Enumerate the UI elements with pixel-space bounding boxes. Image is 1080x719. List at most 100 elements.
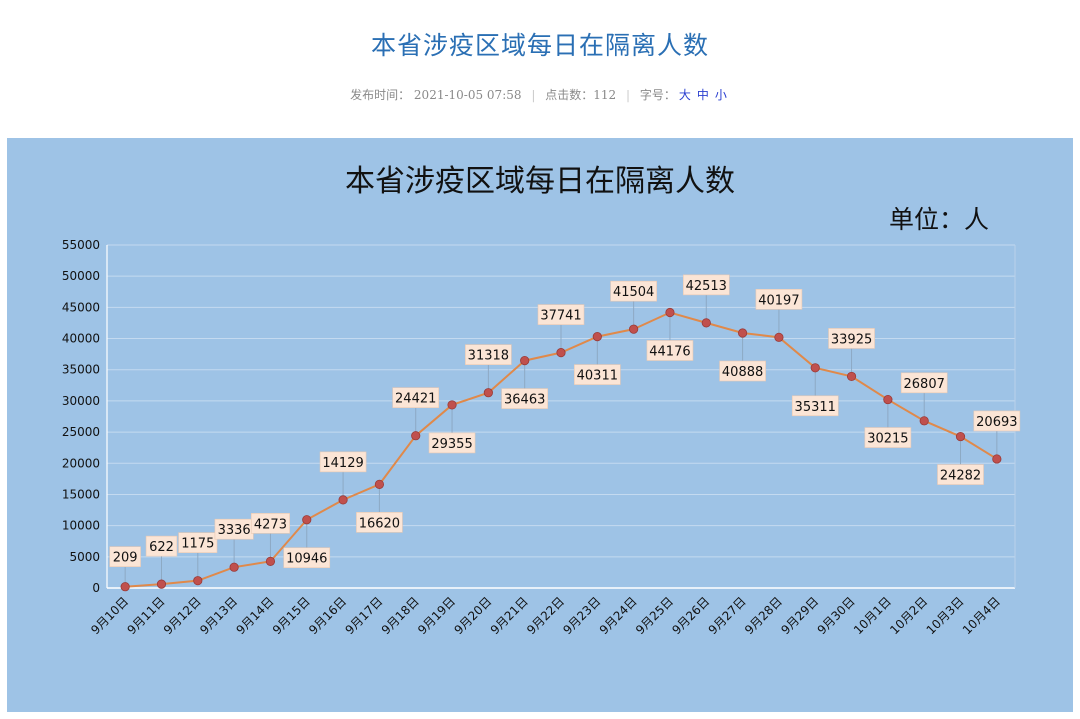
data-label: 24282 [940, 469, 981, 484]
x-tick-label: 9月21日 [488, 594, 531, 637]
x-tick-label: 9月14日 [233, 594, 276, 637]
y-tick-label: 0 [92, 581, 100, 595]
data-label: 40311 [577, 369, 618, 384]
data-label: 1175 [181, 537, 214, 552]
data-point [338, 495, 348, 505]
x-tick-label: 10月2日 [887, 594, 930, 637]
x-tick-label: 9月24日 [597, 594, 640, 637]
x-tick-label: 9月22日 [524, 594, 567, 637]
chart-title: 本省涉疫区域每日在隔离人数 [345, 164, 735, 199]
data-label: 14129 [322, 456, 363, 471]
data-label-box [250, 513, 290, 534]
x-tick-label: 9月27日 [706, 594, 749, 637]
x-tick-label: 9月18日 [379, 594, 422, 637]
data-label-box [392, 387, 440, 409]
y-tick-label: 5000 [69, 550, 100, 564]
data-label-box [465, 344, 512, 365]
data-label: 41504 [613, 285, 654, 300]
data-point [701, 318, 711, 328]
data-label: 3336 [218, 523, 251, 538]
y-tick-label: 50000 [62, 269, 100, 283]
data-label-box [610, 280, 657, 302]
data-label: 40197 [758, 293, 799, 308]
fontsize-medium-link[interactable]: 中 [696, 88, 709, 102]
data-label: 209 [113, 551, 138, 566]
data-point [810, 363, 820, 373]
data-point [592, 332, 602, 342]
data-label-box [900, 372, 948, 394]
data-label: 29355 [431, 437, 472, 452]
x-tick-label: 9月12日 [161, 594, 204, 637]
data-label: 40888 [722, 365, 763, 380]
data-label: 10946 [286, 552, 327, 567]
publish-time: 2021-10-05 07:58 [413, 88, 522, 102]
x-tick-label: 9月13日 [197, 594, 240, 637]
article-title: 本省涉疫区域每日在隔离人数 [370, 31, 709, 60]
fontsize-small-link[interactable]: 小 [714, 88, 727, 102]
data-label-box [537, 304, 585, 325]
chart-panel: 本省涉疫区域每日在隔离人数 单位：人 0 5000 10000 15000 20000 2… [7, 138, 1073, 712]
data-label: 35311 [795, 400, 836, 415]
data-point [483, 388, 493, 398]
data-point [229, 562, 239, 572]
x-tick-label: 10月4日 [960, 594, 1003, 637]
data-point [992, 454, 1002, 464]
data-label-box [283, 547, 331, 569]
data-label-box [574, 364, 621, 385]
fontsize-large-link[interactable]: 大 [678, 88, 691, 102]
data-label: 622 [149, 540, 174, 555]
data-label-box [937, 464, 984, 485]
data-point [520, 356, 530, 366]
data-label: 36463 [504, 393, 545, 408]
data-point [774, 332, 784, 342]
data-point [919, 416, 929, 426]
data-label-box [791, 395, 839, 417]
x-tick-label: 9月16日 [306, 594, 349, 637]
x-tick-label: 9月10日 [88, 594, 131, 637]
x-tick-label: 9月26日 [669, 594, 712, 637]
data-label: 20693 [976, 415, 1017, 430]
x-tick-label: 10月3日 [924, 594, 967, 637]
y-tick-label: 45000 [62, 300, 100, 314]
data-label: 4273 [254, 517, 287, 532]
y-tick-label: 15000 [62, 487, 100, 501]
data-label-box [145, 535, 178, 557]
data-label-box [973, 410, 1021, 432]
data-label: 31318 [468, 349, 509, 364]
data-point [265, 556, 276, 566]
data-label: 33925 [831, 332, 872, 347]
x-tick-label: 9月17日 [342, 594, 385, 637]
x-tick-label: 9月28日 [742, 594, 785, 637]
data-label: 44176 [649, 345, 690, 360]
data-label-box [356, 512, 403, 533]
x-tick-label: 9月23日 [560, 594, 603, 637]
data-point [629, 324, 639, 334]
x-tick-label: 9月25日 [633, 594, 676, 637]
y-tick-label: 20000 [62, 456, 100, 470]
data-point [374, 479, 384, 489]
data-label-box [646, 340, 694, 361]
x-tick-label: 9月19日 [415, 594, 458, 637]
data-label: 16620 [359, 516, 400, 531]
data-label-box [501, 388, 548, 409]
y-tick-label: 10000 [62, 519, 100, 533]
x-tick-label: 9月11日 [125, 594, 168, 637]
data-point [447, 400, 457, 410]
y-tick-label: 40000 [62, 332, 100, 346]
data-label: 37741 [540, 309, 581, 324]
y-tick-label: 30000 [62, 394, 100, 408]
clicks-label: 点击数： [545, 88, 594, 102]
data-label-box [864, 427, 912, 448]
meta-divider: | [531, 88, 536, 102]
data-point [302, 515, 312, 525]
data-label: 42513 [686, 279, 727, 294]
line-chart: 0 5000 10000 15000 20000 25000 30000 35000 40000… [62, 238, 1021, 637]
data-label-box [109, 546, 141, 567]
data-label: 26807 [904, 377, 945, 392]
article-meta: 发布时间： 2021-10-05 07:58 | 点击数：112 | 字号：大中… [0, 86, 1080, 103]
meta-divider: | [625, 88, 631, 102]
data-label-box [428, 432, 476, 454]
data-label-box [755, 289, 803, 310]
data-label-box [319, 451, 367, 473]
data-label-box [682, 274, 730, 296]
